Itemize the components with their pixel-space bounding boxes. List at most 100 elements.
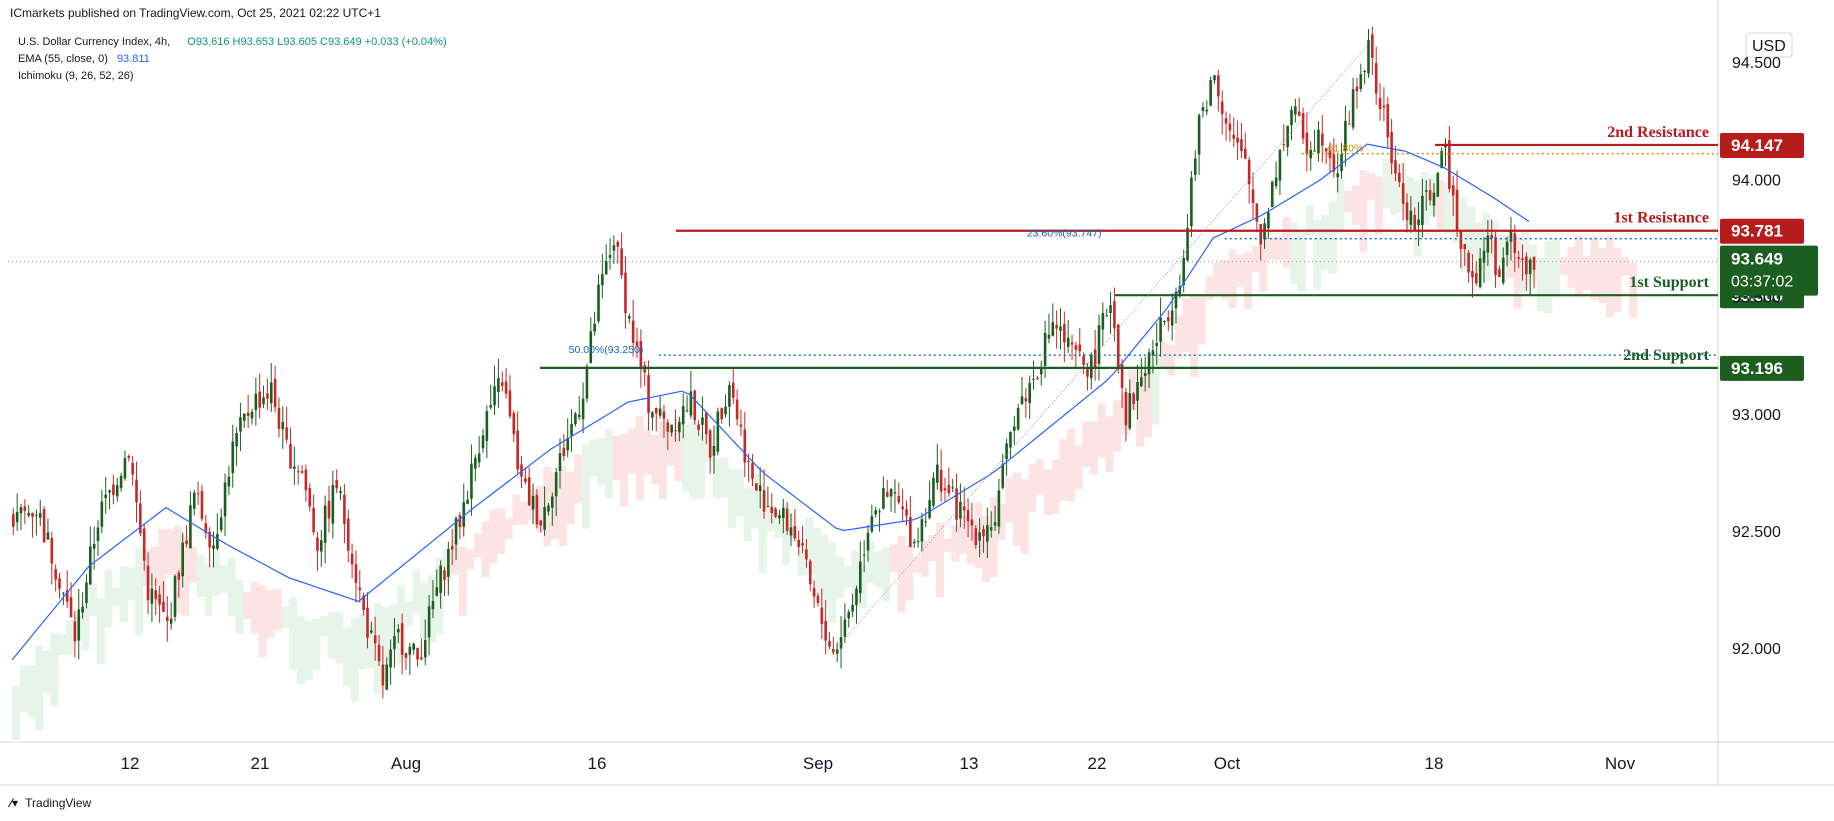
candle-body: [808, 561, 812, 585]
candle-body: [1528, 259, 1532, 275]
candle: [1428, 179, 1432, 206]
cloud-segment: [1513, 235, 1522, 309]
candle-body: [989, 527, 993, 531]
candle-body: [1016, 408, 1020, 430]
cloud-segment: [1505, 234, 1514, 279]
x-tick-label: 21: [251, 754, 270, 773]
cloud-segment: [581, 444, 590, 529]
candle: [859, 541, 862, 603]
candle: [1167, 310, 1170, 332]
candle: [1013, 415, 1016, 445]
candle-body: [658, 408, 662, 416]
candle: [1382, 87, 1386, 122]
cloud-segment: [1159, 341, 1168, 370]
level-price-tag: [1720, 132, 1804, 158]
cloud-segment: [296, 616, 305, 685]
tradingview-footer[interactable]: ⁄▾ TradingView: [10, 796, 91, 810]
candle-body: [889, 489, 893, 497]
candle: [19, 503, 23, 531]
candle-body: [1525, 256, 1528, 275]
candle-body: [962, 506, 966, 511]
candle: [1467, 250, 1470, 283]
cloud-segment: [266, 589, 275, 639]
symbol-name: U.S. Dollar Currency Index, 4h,: [18, 36, 171, 48]
candle-body: [1051, 322, 1055, 336]
candle-body: [266, 393, 269, 399]
cloud-segment: [204, 564, 213, 617]
cloud-segment: [1182, 298, 1191, 353]
candle-body: [1317, 129, 1320, 154]
candle: [1378, 83, 1382, 121]
cloud-segment: [173, 526, 182, 614]
candle: [185, 525, 188, 548]
candle: [42, 506, 46, 543]
candle-body: [835, 649, 839, 654]
cloud-segment: [882, 547, 891, 602]
candle: [855, 585, 858, 624]
cloud-segment: [1421, 172, 1430, 226]
candle: [58, 572, 61, 599]
candle-body: [901, 506, 904, 510]
cloud-segment: [289, 597, 298, 670]
candle: [1020, 377, 1024, 405]
ema-row[interactable]: EMA (55, close, 0) 93.811: [18, 51, 447, 68]
candle: [1244, 132, 1247, 160]
candle: [1521, 244, 1524, 281]
candle: [142, 523, 146, 571]
candle: [15, 493, 19, 531]
candle-body: [1151, 350, 1155, 356]
candle: [404, 652, 408, 671]
candle: [620, 232, 623, 279]
candle: [1401, 163, 1405, 221]
candle-body: [1193, 158, 1197, 175]
candle: [839, 616, 843, 669]
cloud-segment: [712, 458, 721, 499]
candle-body: [574, 413, 577, 425]
ema-value: 93.811: [116, 53, 150, 65]
candle: [1051, 303, 1055, 337]
cloud-segment: [404, 600, 413, 627]
candle: [1486, 220, 1490, 266]
candle: [1332, 138, 1336, 178]
candle: [1039, 360, 1043, 386]
candle: [1432, 183, 1436, 217]
candle: [96, 520, 100, 556]
candle: [35, 509, 38, 536]
candle: [993, 505, 997, 531]
cloud-segment: [1475, 223, 1483, 273]
cloud-segment: [597, 437, 606, 486]
cloud-segment: [135, 547, 144, 636]
cloud-segment: [219, 564, 228, 593]
candle: [254, 377, 258, 426]
candle: [739, 409, 743, 436]
candle-body: [281, 421, 285, 430]
cloud-segment: [227, 557, 236, 616]
candle-body: [993, 522, 997, 526]
cloud-segment: [1097, 403, 1106, 458]
cloud-segment: [1382, 159, 1391, 209]
candle: [782, 499, 785, 534]
ichimoku-row[interactable]: Ichimoku (9, 26, 52, 26): [18, 68, 447, 85]
candle: [1232, 117, 1236, 147]
cloud-segment: [874, 551, 883, 588]
candle-body: [755, 483, 758, 491]
candle-body: [712, 445, 716, 456]
candle: [870, 504, 874, 534]
candle: [824, 600, 827, 655]
candle: [150, 573, 154, 623]
cloud-segment: [1043, 469, 1052, 515]
cloud-segment: [1629, 262, 1637, 318]
cloud-segment: [1020, 478, 1029, 554]
candle-body: [1039, 368, 1043, 375]
symbol-row[interactable]: U.S. Dollar Currency Index, 4h, O93.616 …: [18, 34, 447, 51]
candle: [1267, 207, 1270, 239]
candle-body: [731, 382, 735, 398]
cloud-segment: [612, 435, 621, 481]
candle: [385, 657, 389, 691]
candle: [924, 508, 928, 528]
cloud-segment: [1143, 369, 1152, 438]
candle: [1209, 76, 1212, 107]
candle-body: [859, 561, 862, 594]
candle: [504, 368, 508, 399]
